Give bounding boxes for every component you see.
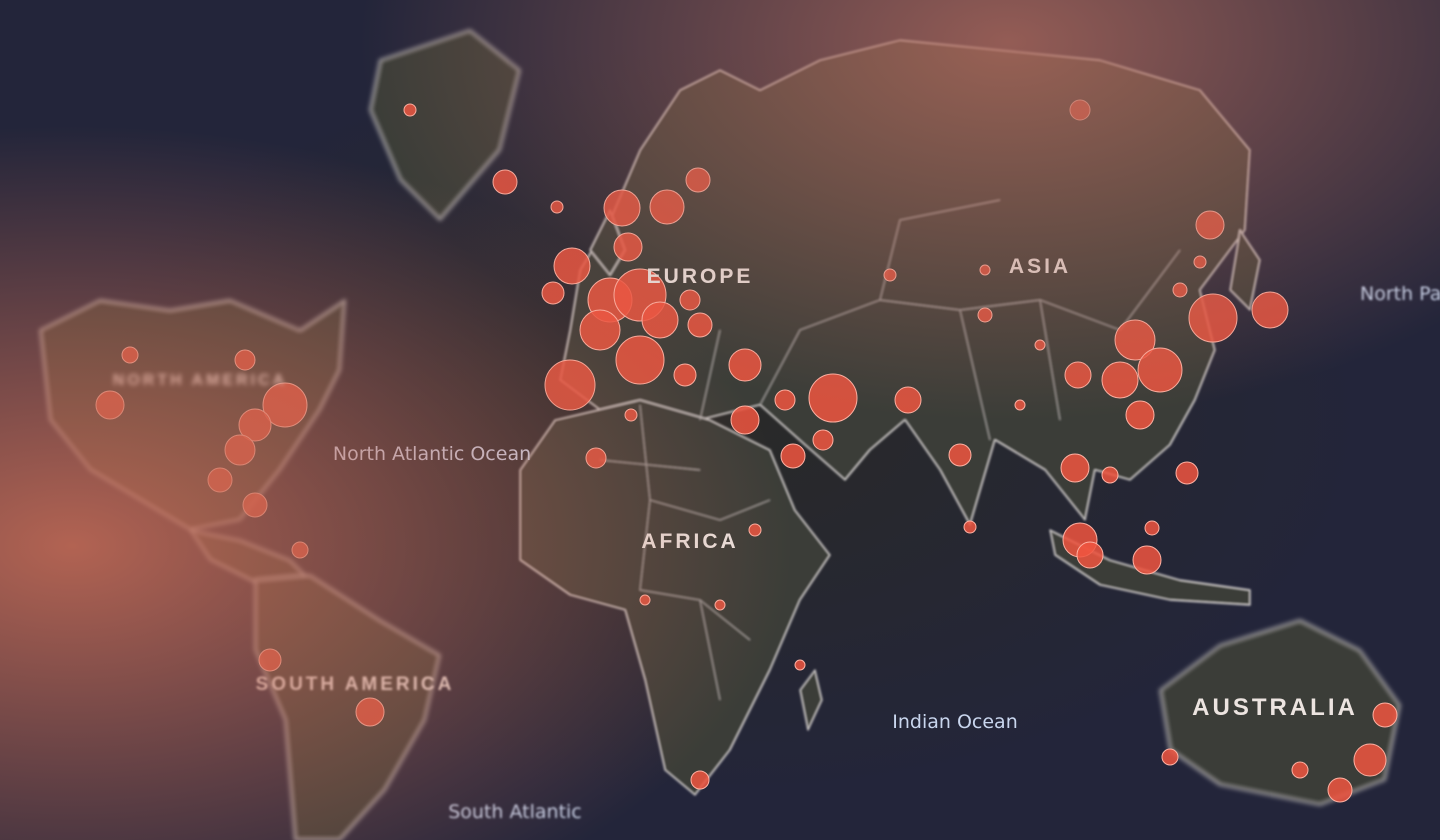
case-marker	[1291, 761, 1309, 779]
case-marker	[808, 373, 858, 423]
case-marker	[794, 659, 806, 671]
case-marker	[679, 289, 701, 311]
case-marker	[1132, 545, 1162, 575]
continent-label: ASIA	[1009, 255, 1071, 278]
case-marker	[207, 467, 233, 493]
case-marker	[541, 281, 565, 305]
case-marker	[492, 169, 518, 195]
case-marker	[649, 189, 685, 225]
case-marker	[1353, 743, 1387, 777]
case-marker	[613, 232, 643, 262]
case-marker	[1193, 255, 1207, 269]
case-marker	[1144, 520, 1160, 536]
case-marker	[812, 429, 834, 451]
case-marker	[615, 335, 665, 385]
case-marker	[585, 447, 607, 469]
case-marker	[291, 541, 309, 559]
case-marker	[1327, 777, 1353, 803]
case-marker	[1069, 99, 1091, 121]
case-marker	[258, 648, 282, 672]
case-marker	[748, 523, 762, 537]
case-marker	[1060, 453, 1090, 483]
case-marker	[544, 359, 596, 411]
case-marker	[690, 770, 710, 790]
case-marker	[1076, 541, 1104, 569]
case-marker	[948, 443, 972, 467]
case-marker	[685, 167, 711, 193]
case-marker	[624, 408, 638, 422]
ocean-label: Indian Ocean	[892, 711, 1018, 733]
case-marker	[639, 594, 651, 606]
case-marker	[1195, 210, 1225, 240]
case-marker	[121, 346, 139, 364]
case-marker	[1161, 748, 1179, 766]
case-marker	[242, 492, 268, 518]
continent-label: EUROPE	[647, 265, 754, 288]
case-marker	[1137, 347, 1183, 393]
case-marker	[550, 200, 564, 214]
case-marker	[780, 443, 806, 469]
case-marker	[641, 301, 679, 339]
case-marker	[687, 312, 713, 338]
case-marker	[1372, 702, 1398, 728]
ocean-label: North Pacific Ocean	[1360, 283, 1440, 305]
case-marker	[1175, 461, 1199, 485]
continent-label: NORTH AMERICA	[113, 372, 287, 389]
continent-label: AFRICA	[641, 530, 738, 553]
case-marker	[728, 348, 762, 382]
case-marker	[553, 247, 591, 285]
case-marker	[1172, 282, 1188, 298]
case-marker	[1251, 291, 1289, 329]
case-marker	[1101, 361, 1139, 399]
case-marker	[234, 349, 256, 371]
case-marker	[1101, 466, 1119, 484]
case-marker	[963, 520, 977, 534]
continent-label: SOUTH AMERICA	[256, 674, 455, 695]
case-marker	[403, 103, 417, 117]
case-marker	[579, 309, 621, 351]
case-marker	[355, 697, 385, 727]
ocean-label: South Atlantic	[448, 801, 582, 823]
case-marker	[894, 386, 922, 414]
case-marker	[1034, 339, 1046, 351]
ocean-label: North Atlantic Ocean	[333, 443, 531, 465]
case-marker	[774, 389, 796, 411]
case-marker	[1014, 399, 1026, 411]
case-marker	[1064, 361, 1092, 389]
continent-label: AUSTRALIA	[1192, 694, 1358, 721]
case-marker	[673, 363, 697, 387]
case-marker	[979, 264, 991, 276]
case-marker	[977, 307, 993, 323]
case-marker	[603, 189, 641, 227]
case-marker	[224, 434, 256, 466]
case-marker	[714, 599, 726, 611]
case-marker	[730, 405, 760, 435]
case-marker	[1188, 293, 1238, 343]
case-marker	[1125, 400, 1155, 430]
case-marker	[883, 268, 897, 282]
case-marker	[95, 390, 125, 420]
